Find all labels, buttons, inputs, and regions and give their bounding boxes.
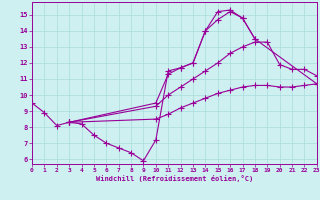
X-axis label: Windchill (Refroidissement éolien,°C): Windchill (Refroidissement éolien,°C): [96, 175, 253, 182]
